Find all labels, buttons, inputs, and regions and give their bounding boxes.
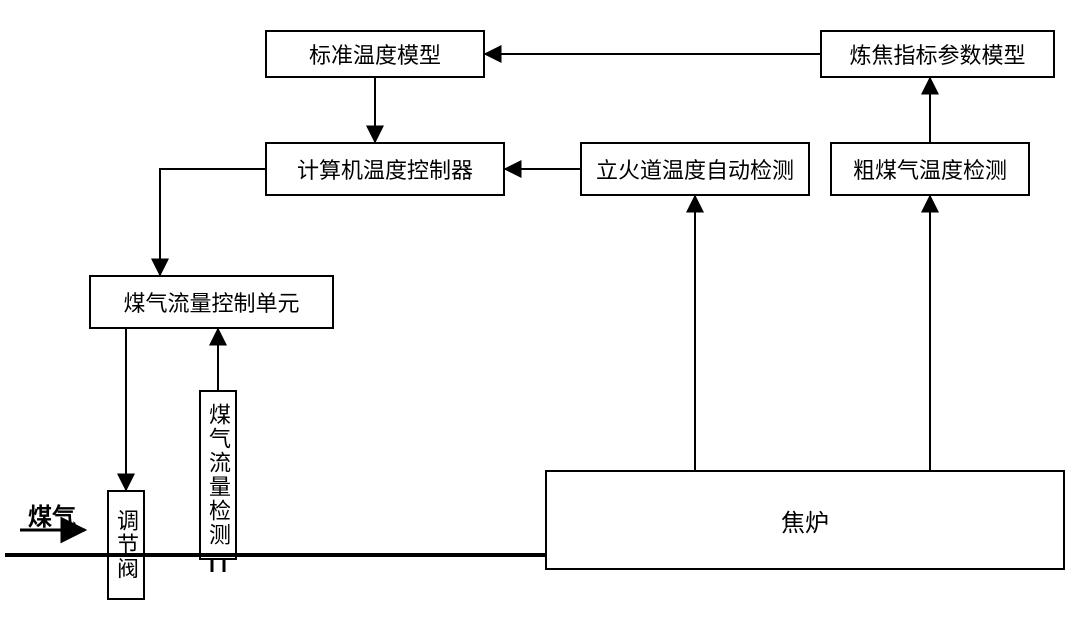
node-coke-oven: 焦炉	[545, 470, 1065, 570]
node-regulator-valve: 调节阀	[107, 490, 145, 600]
node-label: 计算机温度控制器	[297, 153, 473, 185]
node-label: 粗煤气温度检测	[853, 153, 1007, 185]
gas-pipe-sensor-tick	[212, 560, 224, 572]
node-temp-controller: 计算机温度控制器	[265, 142, 505, 196]
node-label: 焦炉	[781, 503, 829, 538]
gas-inlet-label: 煤气	[28, 497, 76, 532]
node-gas-flow-ctrl: 煤气流量控制单元	[89, 275, 334, 329]
node-label: 立火道温度自动检测	[596, 153, 794, 185]
signal-edges	[126, 54, 930, 490]
node-label: 标准温度模型	[309, 38, 441, 70]
edge-controller-to-gasflowctrl	[160, 169, 265, 275]
node-label: 炼焦指标参数模型	[849, 38, 1025, 70]
node-flue-temp-detect: 立火道温度自动检测	[580, 142, 810, 196]
node-label: 调节阀	[110, 509, 142, 581]
node-std-temp-model: 标准温度模型	[265, 30, 485, 78]
node-label: 煤气流量控制单元	[123, 286, 299, 318]
diagram-canvas: 标准温度模型 炼焦指标参数模型 计算机温度控制器 立火道温度自动检测 粗煤气温度…	[0, 0, 1088, 640]
gas-pipe	[5, 530, 545, 572]
node-coke-param-model: 炼焦指标参数模型	[820, 30, 1055, 78]
node-gas-flow-detect: 煤气流量检测	[199, 390, 237, 560]
node-label: 煤气流量检测	[202, 403, 234, 547]
node-raw-gas-detect: 粗煤气温度检测	[830, 142, 1030, 196]
